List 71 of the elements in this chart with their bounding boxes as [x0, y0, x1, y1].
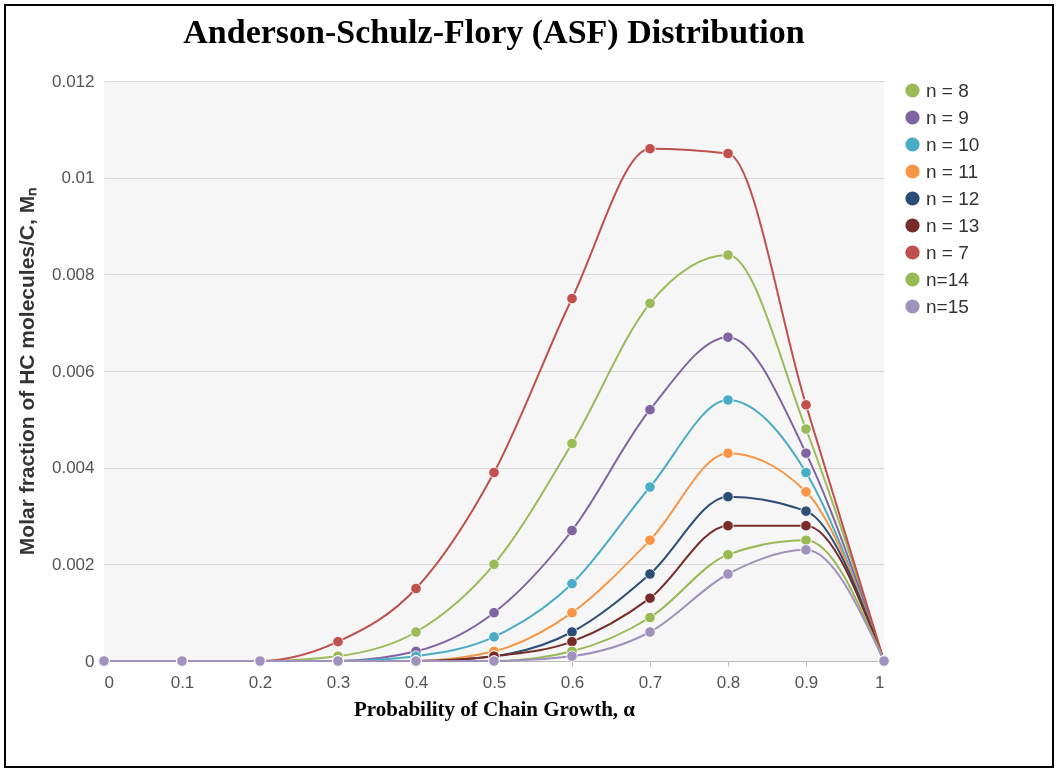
point	[644, 611, 656, 624]
x-tick-label: 0.7	[638, 672, 663, 692]
point	[722, 549, 734, 561]
point	[800, 486, 812, 498]
point	[644, 297, 656, 309]
x-tick-label: 0.3	[326, 672, 351, 692]
point	[566, 607, 578, 619]
point	[800, 534, 812, 546]
point	[644, 404, 656, 416]
y-tick-label: 0.012	[51, 71, 95, 91]
x-tick-label: 0.1	[170, 672, 195, 692]
point	[722, 394, 734, 406]
point	[410, 582, 422, 595]
y-tick-label: 0	[85, 651, 95, 671]
x-tick-label: 1	[875, 672, 885, 692]
x-tick-label: 0.6	[560, 672, 585, 692]
y-tick-label: 0.008	[51, 264, 95, 284]
x-tick-label: 0.4	[404, 672, 429, 692]
point	[644, 568, 656, 580]
point	[722, 447, 734, 459]
y-tick-label: 0.006	[51, 361, 95, 381]
legend-label: n = 11	[926, 160, 978, 182]
point	[644, 592, 656, 604]
point	[566, 524, 578, 537]
y-tick-label: 0.004	[51, 458, 95, 478]
point	[566, 578, 578, 590]
x-tick-label: 0.8	[716, 672, 741, 692]
point	[722, 331, 734, 343]
legend-label: n = 12	[926, 187, 980, 209]
point	[566, 292, 578, 305]
point	[566, 437, 578, 450]
point	[800, 466, 812, 479]
legend-label: n = 10	[926, 133, 980, 155]
point	[488, 607, 500, 619]
legend-label: n=14	[926, 268, 970, 290]
point	[644, 534, 656, 546]
x-tick-label: 0.2	[248, 672, 273, 692]
point	[722, 568, 734, 580]
point	[800, 520, 812, 532]
point	[488, 558, 500, 570]
point	[644, 143, 656, 155]
point	[644, 626, 656, 638]
legend-label: n = 9	[926, 106, 969, 128]
point	[800, 505, 812, 517]
x-tick-label: 0.9	[794, 672, 819, 692]
y-tick-label: 0.01	[61, 168, 95, 188]
point	[800, 447, 812, 459]
point	[488, 466, 500, 479]
point	[488, 631, 500, 643]
legend-label: n = 13	[926, 214, 980, 236]
legend-label: n=15	[926, 295, 969, 317]
point	[722, 491, 734, 503]
point	[644, 481, 656, 493]
point	[722, 249, 734, 261]
legend-label: n = 7	[926, 241, 969, 263]
point	[800, 423, 812, 435]
y-tick-label: 0.002	[51, 554, 95, 574]
point	[722, 147, 734, 160]
point	[722, 520, 734, 532]
legend-label: n = 8	[926, 79, 969, 101]
x-tick-label: 0	[104, 672, 114, 692]
point	[332, 636, 344, 648]
point	[800, 544, 812, 556]
point	[566, 626, 578, 638]
x-tick-label: 0.5	[482, 672, 507, 692]
point	[566, 650, 578, 662]
point	[800, 399, 812, 411]
point	[410, 626, 422, 638]
chart-title: Anderson-Schulz-Flory (ASF) Distribution	[183, 13, 805, 51]
y-axis-title: Molar fraction of HC molecules/C, Mₙ	[14, 187, 38, 556]
x-axis-title: Probability of Chain Growth, α	[353, 696, 636, 721]
